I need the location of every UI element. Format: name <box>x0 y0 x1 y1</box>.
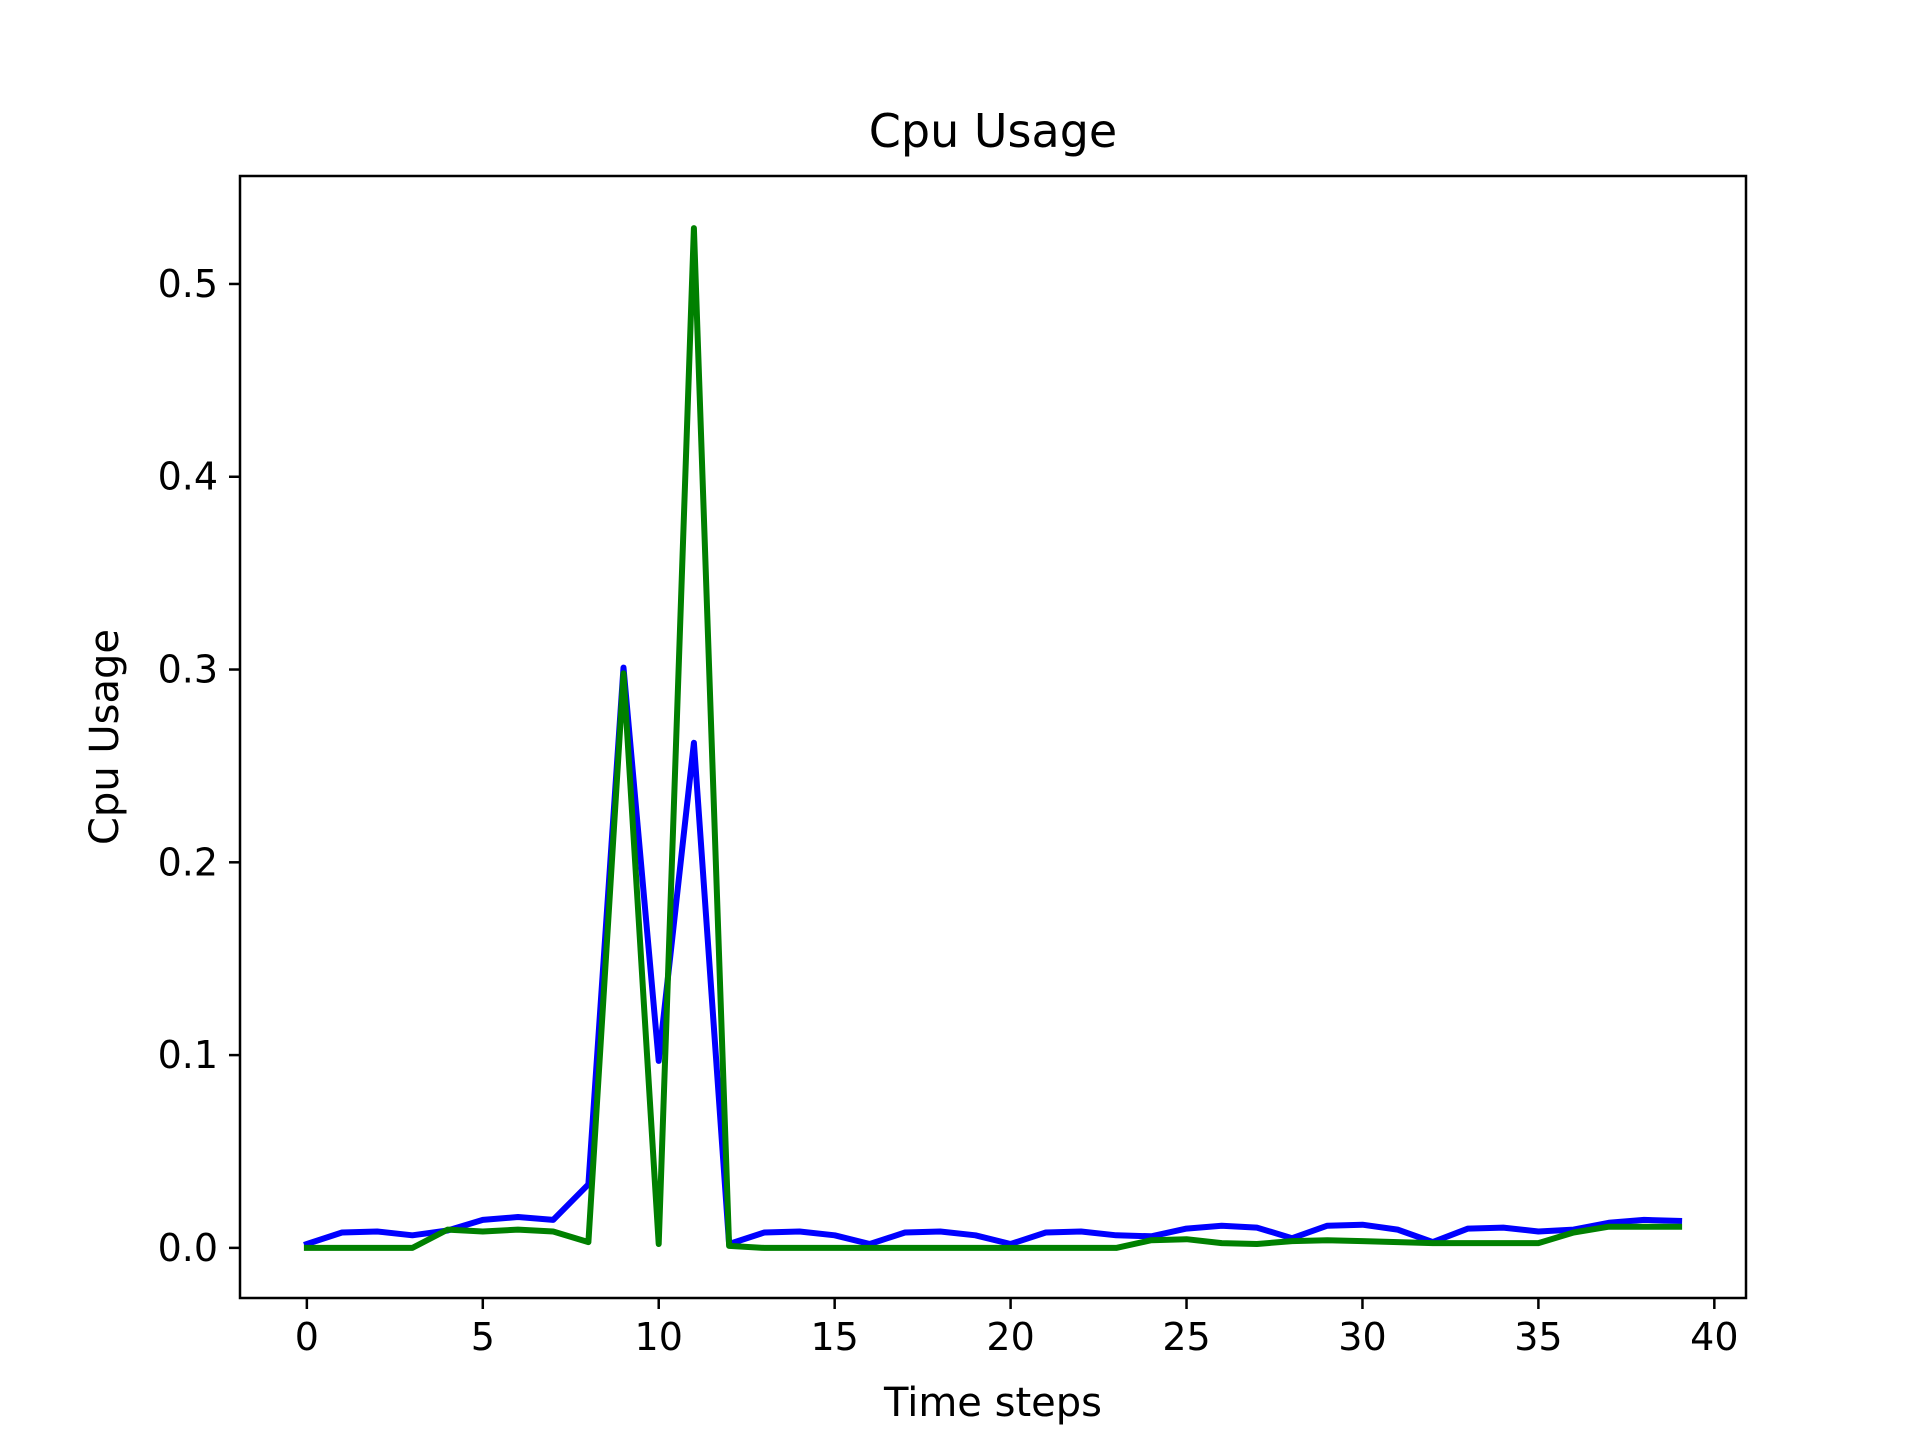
y-axis-ticks: 0.0 0.1 0.2 0.3 0.4 0.5 <box>158 262 240 1270</box>
x-axis-label: Time steps <box>883 1380 1102 1426</box>
series-lines <box>303 225 1683 1251</box>
y-tick-label: 0.3 <box>158 648 218 692</box>
x-tick-label: 15 <box>810 1315 858 1359</box>
y-axis-label: Cpu Usage <box>82 629 128 845</box>
y-tick-label: 0.2 <box>158 840 218 884</box>
y-tick-label: 0.5 <box>158 262 218 306</box>
x-tick-label: 40 <box>1690 1315 1738 1359</box>
y-tick-label: 0.0 <box>158 1226 218 1270</box>
x-tick-label: 35 <box>1514 1315 1562 1359</box>
plot-frame <box>238 174 1748 1300</box>
x-axis-ticks: 0 5 10 15 20 25 30 35 40 <box>295 1298 1739 1359</box>
x-tick-label: 25 <box>1162 1315 1210 1359</box>
x-tick-label: 0 <box>295 1315 319 1359</box>
x-tick-label: 5 <box>471 1315 495 1359</box>
y-tick-label: 0.1 <box>158 1033 218 1077</box>
series-line-2 <box>303 225 1683 1251</box>
y-tick-label: 0.4 <box>158 455 218 499</box>
series-line-1 <box>303 664 1683 1248</box>
x-tick-label: 20 <box>986 1315 1034 1359</box>
x-tick-label: 30 <box>1338 1315 1386 1359</box>
x-tick-label: 10 <box>635 1315 683 1359</box>
chart-title: Cpu Usage <box>869 104 1117 158</box>
